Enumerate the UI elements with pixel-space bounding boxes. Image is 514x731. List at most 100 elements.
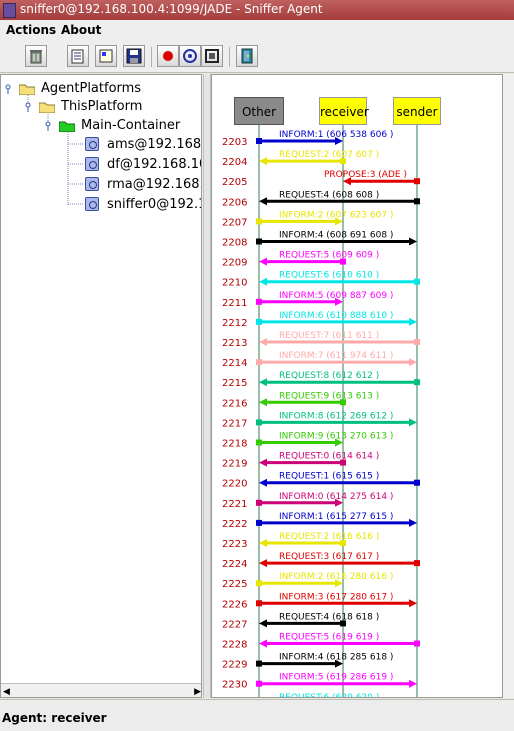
message-number: 2211 — [222, 298, 247, 309]
save-button[interactable] — [123, 45, 145, 67]
message-number: 2220 — [222, 479, 247, 490]
tree-horizontal-scrollbar[interactable]: ◀ ▶ — [1, 683, 201, 697]
filter-button[interactable] — [179, 45, 201, 67]
message-origin-marker — [256, 218, 262, 225]
toolbar — [0, 42, 514, 73]
message-label: INFORM:4 (608 691 608 ) — [279, 231, 393, 241]
message-label: REQUEST:0 (614 614 ) — [279, 452, 379, 462]
arrow-head-icon — [409, 317, 417, 326]
message-label: INFORM:3 (617 280 617 ) — [279, 592, 393, 602]
message-number: 2218 — [222, 439, 247, 450]
message-2222[interactable]: INFORM:1 (615 277 615 ) 2222 — [222, 512, 417, 530]
agent-icon — [85, 177, 99, 191]
arrow-head-icon — [409, 418, 417, 427]
message-2213[interactable]: REQUEST:7 (611 611 ) 2213 — [222, 331, 420, 349]
canvas-vertical-scrollbar[interactable] — [503, 74, 514, 698]
message-number: 2222 — [222, 519, 247, 530]
message-origin-marker — [256, 439, 262, 446]
message-2205[interactable]: PROPOSE:3 (ADE ) 2205 — [222, 170, 420, 188]
message-2223[interactable]: REQUEST:2 (616 616 ) 2223 — [222, 532, 379, 550]
tree-label: df@192.168.10 — [107, 157, 202, 172]
message-2204[interactable]: REQUEST:2 (607 607 ) 2204 — [222, 150, 379, 168]
message-2212[interactable]: INFORM:6 (610 888 610 ) 2212 — [222, 311, 417, 329]
scroll-left-icon[interactable]: ◀ — [3, 687, 10, 697]
message-2218[interactable]: INFORM:9 (613 270 613 ) 2218 — [222, 432, 393, 450]
menu-about[interactable]: About — [61, 23, 102, 37]
message-label: REQUEST:2 (616 616 ) — [279, 532, 379, 542]
status-text: Agent: receiver — [2, 711, 107, 725]
message-2214[interactable]: INFORM:7 (611 974 611 ) 2214 — [222, 351, 417, 369]
message-2221[interactable]: INFORM:0 (614 275 614 ) 2221 — [222, 492, 393, 510]
message-label: INFORM:4 (618 285 618 ) — [279, 653, 393, 663]
message-label: INFORM:5 (609 887 609 ) — [279, 291, 393, 301]
frame-icon — [205, 49, 219, 63]
pane-splitter[interactable] — [203, 74, 211, 698]
message-last[interactable]: REQUEST:6 (620 620 ) — [259, 693, 379, 698]
agent-box-sender[interactable]: sender — [393, 97, 441, 125]
agent-icon — [85, 137, 99, 151]
message-2207[interactable]: INFORM:2 (607 623 607 ) 2207 — [222, 210, 393, 228]
message-number: 2213 — [222, 338, 247, 349]
arrow-head-icon — [259, 458, 267, 467]
message-2211[interactable]: INFORM:5 (609 887 609 ) 2211 — [222, 291, 393, 309]
message-2225[interactable]: INFORM:2 (616 280 616 ) 2225 — [222, 572, 393, 590]
message-2217[interactable]: INFORM:8 (612 269 612 ) 2217 — [222, 411, 417, 429]
display-log-button[interactable] — [67, 45, 89, 67]
arrow-head-icon — [259, 559, 267, 568]
arrow-head-icon — [335, 579, 343, 588]
message-2229[interactable]: INFORM:4 (618 285 618 ) 2229 — [222, 653, 393, 671]
message-origin-marker — [414, 278, 420, 285]
message-info-button[interactable] — [95, 45, 117, 67]
arrow-head-icon — [259, 378, 267, 387]
message-number: 2219 — [222, 459, 247, 470]
message-2228[interactable]: REQUEST:5 (619 619 ) 2228 — [222, 633, 420, 651]
exit-button[interactable] — [236, 45, 258, 67]
message-2216[interactable]: REQUEST:9 (613 613 ) 2216 — [222, 391, 379, 409]
message-2226[interactable]: INFORM:3 (617 280 617 ) 2226 — [222, 592, 417, 610]
message-origin-marker — [256, 359, 262, 366]
agent-icon — [85, 197, 99, 211]
message-origin-marker — [340, 620, 346, 627]
message-label: INFORM:2 (607 623 607 ) — [279, 210, 393, 220]
agent-box-receiver[interactable]: receiver — [319, 97, 369, 125]
tree-label: AgentPlatforms — [41, 81, 142, 96]
message-2224[interactable]: REQUEST:3 (617 617 ) 2224 — [222, 552, 420, 570]
title-bar: sniffer0@192.168.100.4:1099/JADE - Sniff… — [0, 0, 514, 20]
message-2230[interactable]: INFORM:5 (619 286 619 ) 2230 — [222, 673, 417, 691]
message-number: 2205 — [222, 177, 247, 188]
message-2227[interactable]: REQUEST:4 (618 618 ) 2227 — [222, 612, 379, 630]
arrow-head-icon — [259, 619, 267, 628]
frame-button[interactable] — [201, 45, 223, 67]
message-label: INFORM:7 (611 974 611 ) — [279, 351, 393, 361]
message-number: 2225 — [222, 579, 247, 590]
arrow-head-icon — [259, 277, 267, 286]
folder-icon — [19, 84, 35, 95]
message-2203[interactable]: INFORM:1 (606 538 606 ) 2203 — [222, 130, 393, 148]
agent-box-other[interactable]: Other — [234, 97, 284, 125]
message-2209[interactable]: REQUEST:5 (609 609 ) 2209 — [222, 251, 379, 269]
message-2220[interactable]: REQUEST:1 (615 615 ) 2220 — [222, 472, 420, 490]
message-label: REQUEST:7 (611 611 ) — [279, 331, 379, 341]
menu-actions[interactable]: Actions — [6, 23, 57, 37]
scroll-right-icon[interactable]: ▶ — [194, 687, 201, 697]
message-label: INFORM:2 (616 280 616 ) — [279, 572, 393, 582]
message-label: REQUEST:4 (618 618 ) — [279, 612, 379, 622]
app-icon — [3, 3, 16, 18]
menu-bar: Actions About — [0, 20, 514, 43]
toolbar-separator — [229, 47, 230, 67]
message-2206[interactable]: REQUEST:4 (608 608 ) 2206 — [222, 190, 420, 208]
arrow-head-icon — [409, 518, 417, 527]
message-label: PROPOSE:3 (ADE ) — [324, 170, 407, 180]
message-origin-marker — [256, 298, 262, 305]
message-label: REQUEST:1 (615 615 ) — [279, 472, 379, 482]
clear-canvas-button[interactable] — [25, 45, 47, 67]
message-2215[interactable]: REQUEST:8 (612 612 ) 2215 — [222, 371, 420, 389]
message-2208[interactable]: INFORM:4 (608 691 608 ) 2208 — [222, 231, 417, 249]
tree-handle-icon — [5, 84, 11, 94]
message-2210[interactable]: REQUEST:6 (610 610 ) 2210 — [222, 271, 420, 289]
arrow-head-icon — [259, 197, 267, 206]
message-2219[interactable]: REQUEST:0 (614 614 ) 2219 — [222, 452, 379, 470]
trash-icon — [30, 50, 42, 64]
record-button[interactable] — [157, 45, 179, 67]
message-label: REQUEST:8 (612 612 ) — [279, 371, 379, 381]
